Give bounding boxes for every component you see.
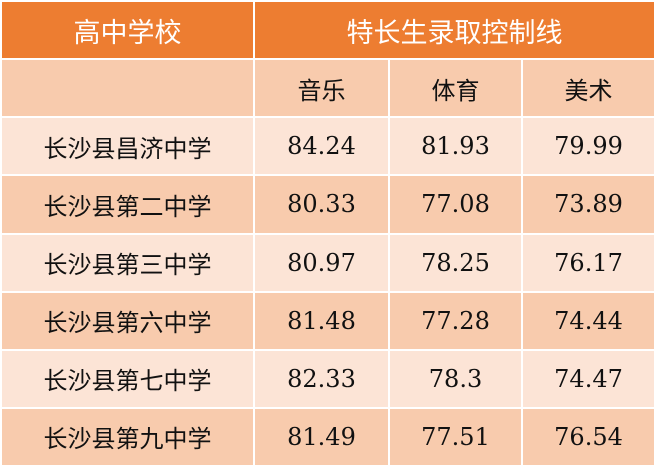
subheader-row: 音乐 体育 美术 [0,58,654,119]
art-cell: 76.17 [520,232,654,293]
subheader-empty [0,58,255,119]
art-cell: 76.54 [520,406,654,467]
sports-cell: 77.08 [388,174,523,235]
subheader-art: 美术 [520,58,654,119]
school-cell: 长沙县第三中学 [0,232,255,293]
school-cell: 长沙县第七中学 [0,348,255,409]
school-cell: 长沙县第二中学 [0,174,255,235]
header-row: 高中学校 特长生录取控制线 [0,0,654,61]
header-control-line: 特长生录取控制线 [252,0,654,61]
table-row: 长沙县第二中学 80.33 77.08 73.89 [0,174,654,235]
sports-cell: 81.93 [388,116,523,177]
school-cell: 长沙县昌济中学 [0,116,255,177]
school-cell: 长沙县第九中学 [0,406,255,467]
header-school: 高中学校 [0,0,255,61]
music-cell: 84.24 [253,116,390,177]
music-cell: 81.49 [253,406,390,467]
table-row: 长沙县第九中学 81.49 77.51 76.54 [0,406,654,467]
art-cell: 74.47 [520,348,654,409]
sports-cell: 78.3 [388,348,523,409]
table-row: 长沙县第六中学 81.48 77.28 74.44 [0,290,654,351]
art-cell: 79.99 [520,116,654,177]
music-cell: 82.33 [253,348,390,409]
table-row: 长沙县第七中学 82.33 78.3 74.47 [0,348,654,409]
table-row: 长沙县第三中学 80.97 78.25 76.17 [0,232,654,293]
art-cell: 74.44 [520,290,654,351]
music-cell: 81.48 [253,290,390,351]
subheader-music: 音乐 [253,58,390,119]
art-cell: 73.89 [520,174,654,235]
sports-cell: 77.51 [388,406,523,467]
music-cell: 80.33 [253,174,390,235]
sports-cell: 78.25 [388,232,523,293]
school-cell: 长沙县第六中学 [0,290,255,351]
music-cell: 80.97 [253,232,390,293]
subheader-sports: 体育 [388,58,523,119]
table-row: 长沙县昌济中学 84.24 81.93 79.99 [0,116,654,177]
sports-cell: 77.28 [388,290,523,351]
